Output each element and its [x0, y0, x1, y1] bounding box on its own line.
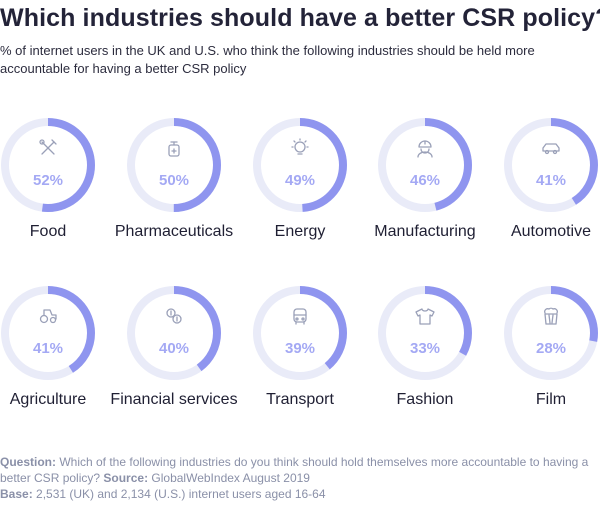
category-label: Pharmaceuticals — [115, 223, 233, 240]
ring-value-arc — [127, 118, 221, 212]
donut-energy: 49% Energy — [253, 118, 347, 240]
donut-pharmaceuticals: 50% Pharmaceuticals — [115, 118, 233, 240]
value-label: 28% — [536, 340, 566, 357]
ring-value-arc — [378, 286, 472, 380]
source-label: Source: — [103, 471, 149, 485]
category-label: Transport — [266, 391, 334, 408]
ring-value-arc — [1, 118, 95, 212]
ring-value-arc — [504, 286, 598, 380]
donut-financial-services: 40% Financial services — [110, 286, 238, 408]
film-icon — [544, 307, 558, 325]
page-subtitle: % of internet users in the UK and U.S. w… — [0, 43, 535, 76]
transport-icon — [293, 308, 307, 325]
value-label: 40% — [159, 340, 189, 357]
page-title: Which industries should have a better CS… — [0, 4, 600, 32]
automotive-icon — [542, 143, 560, 155]
financial-services-icon — [166, 308, 182, 324]
value-label: 50% — [159, 172, 189, 189]
question-note: Question: Which of the following industr… — [0, 454, 600, 486]
energy-icon — [291, 138, 309, 155]
ring-value-arc — [127, 286, 221, 380]
donut-transport: 39% Transport — [253, 286, 347, 408]
chart-footnote: Question: Which of the following industr… — [0, 454, 600, 502]
donut-film: 28% Film — [504, 286, 598, 408]
question-text: Which of the following industries do you… — [0, 455, 589, 485]
category-label: Automotive — [511, 223, 591, 240]
donut-food: 52% Food — [1, 118, 95, 240]
agriculture-icon — [39, 309, 57, 324]
ring-value-arc — [1, 286, 95, 380]
food-icon — [39, 139, 57, 155]
donut-agriculture: 41% Agriculture — [1, 286, 95, 408]
category-label: Manufacturing — [374, 223, 475, 240]
question-label: Question: — [0, 455, 56, 469]
category-label: Energy — [275, 223, 326, 240]
value-label: 49% — [285, 172, 315, 189]
value-label: 41% — [536, 172, 566, 189]
base-text: 2,531 (UK) and 2,134 (U.S.) internet use… — [32, 487, 326, 501]
category-label: Agriculture — [10, 391, 87, 408]
donut-manufacturing: 46% Manufacturing — [374, 118, 476, 240]
ring-value-arc — [253, 286, 347, 380]
category-label: Fashion — [397, 391, 454, 408]
donut-automotive: 41% Automotive — [504, 118, 598, 240]
value-label: 39% — [285, 340, 315, 357]
value-label: 52% — [33, 172, 63, 189]
fashion-icon — [415, 308, 435, 325]
source-text: GlobalWebIndex August 2019 — [148, 471, 310, 485]
ring-value-arc — [378, 118, 472, 212]
base-label: Base: — [0, 487, 33, 501]
donut-fashion: 33% Fashion — [378, 286, 472, 408]
base-note: Base: 2,531 (UK) and 2,134 (U.S.) intern… — [0, 486, 600, 502]
ring-value-arc — [253, 118, 347, 212]
category-label: Film — [536, 391, 566, 408]
value-label: 41% — [33, 340, 63, 357]
manufacturing-icon — [417, 140, 433, 158]
pharmaceuticals-icon — [168, 141, 180, 157]
value-label: 33% — [410, 340, 440, 357]
category-label: Food — [30, 223, 66, 240]
ring-value-arc — [504, 118, 598, 212]
value-label: 46% — [410, 172, 440, 189]
category-label: Financial services — [110, 391, 237, 408]
